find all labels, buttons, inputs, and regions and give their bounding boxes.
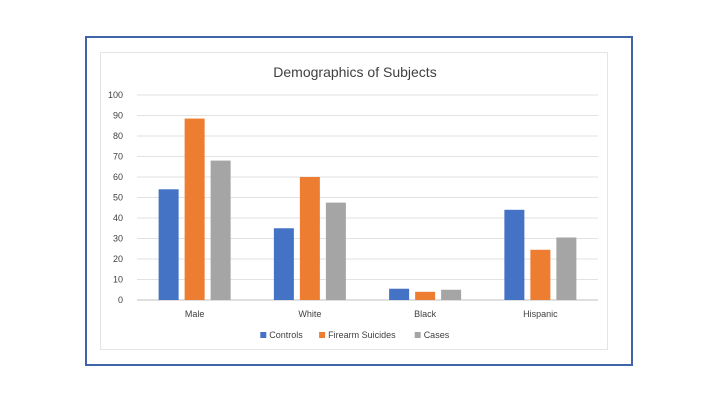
y-tick-label: 10 xyxy=(113,275,123,285)
legend: Controls Firearm Suicides Cases xyxy=(260,330,450,340)
x-tick-label: Male xyxy=(185,309,205,319)
legend-swatch xyxy=(260,332,267,338)
bar-cases-black xyxy=(441,289,462,300)
y-tick-label: 80 xyxy=(113,131,123,141)
x-axis-ticks: Male White Black Hispanic xyxy=(185,309,558,319)
bar-firearm-suicides-hispanic xyxy=(530,249,551,300)
bar-controls-white xyxy=(273,228,294,300)
bar-firearm-suicides-male xyxy=(184,118,205,300)
legend-label: Cases xyxy=(424,330,450,340)
y-tick-label: 60 xyxy=(113,172,123,182)
legend-label: Controls xyxy=(269,330,303,340)
chart-title: Demographics of Subjects xyxy=(273,64,436,80)
y-tick-label: 90 xyxy=(113,111,123,121)
bar-controls-male xyxy=(158,189,179,300)
bar-cases-white xyxy=(325,202,346,300)
x-tick-label: Black xyxy=(414,309,437,319)
bar-controls-hispanic xyxy=(504,209,525,300)
y-tick-label: 20 xyxy=(113,254,123,264)
legend-label: Firearm Suicides xyxy=(328,330,396,340)
legend-swatch xyxy=(414,332,421,338)
y-tick-label: 100 xyxy=(108,90,123,100)
legend-swatch xyxy=(319,332,326,338)
bar-controls-black xyxy=(389,288,410,300)
y-tick-label: 0 xyxy=(118,295,123,305)
bar-cases-male xyxy=(210,160,231,300)
bar-cases-hispanic xyxy=(556,237,577,300)
x-tick-label: Hispanic xyxy=(523,309,558,319)
y-axis-ticks: 0 10 20 30 40 50 60 70 80 90 100 xyxy=(108,90,123,305)
x-tick-label: White xyxy=(298,309,321,319)
y-tick-label: 50 xyxy=(113,193,123,203)
y-tick-label: 30 xyxy=(113,234,123,244)
bar-firearm-suicides-black xyxy=(415,291,436,300)
gridlines xyxy=(137,94,598,301)
bar-firearm-suicides-white xyxy=(299,177,320,300)
y-tick-label: 40 xyxy=(113,213,123,223)
bars xyxy=(158,118,577,300)
y-tick-label: 70 xyxy=(113,152,123,162)
